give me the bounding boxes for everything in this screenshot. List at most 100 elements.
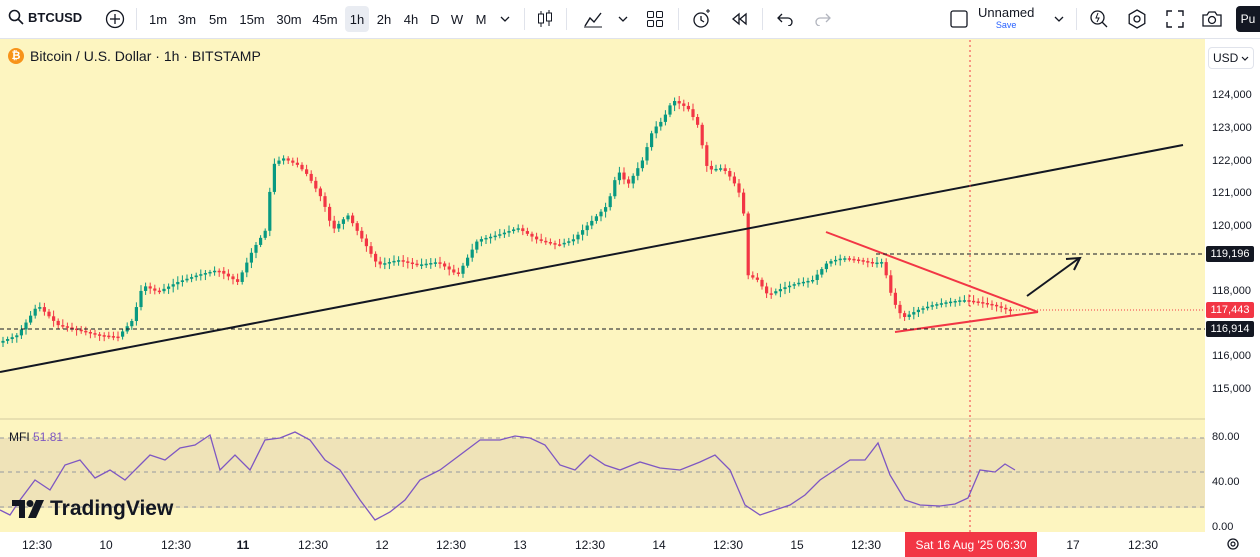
candle-body (401, 260, 405, 262)
chevron-down-icon (500, 16, 510, 22)
candle-body (930, 305, 934, 307)
chart-legend: ₿ Bitcoin / U.S. Dollar · 1h · BITSTAMP (8, 48, 261, 64)
alert-button[interactable] (688, 6, 714, 32)
triangle-upper-line (825, 231, 1039, 313)
interval-30m[interactable]: 30m (276, 11, 302, 27)
candle-body (944, 302, 948, 304)
interval-1h[interactable]: 1h (345, 6, 369, 32)
interval-1m[interactable]: 1m (148, 11, 168, 27)
candle-body (834, 259, 838, 262)
snapshot-button[interactable] (1199, 6, 1225, 32)
candle-body (981, 302, 985, 304)
interval-2h[interactable]: 2h (376, 11, 392, 27)
candle-body (410, 262, 414, 265)
candle-body (56, 320, 60, 326)
candle-body (351, 215, 355, 224)
layouts-button[interactable] (642, 6, 668, 32)
candle-body (962, 300, 966, 302)
candle-body (797, 282, 801, 285)
time-axis-label: 12:30 (297, 538, 329, 552)
layout-name[interactable]: Unnamed Save (978, 6, 1034, 32)
candle-body (783, 287, 787, 290)
candle-body (323, 196, 327, 207)
symbol-search[interactable]: BTCUSD (8, 9, 82, 25)
undo-button[interactable] (772, 6, 798, 32)
candle-body (447, 266, 451, 270)
candle-body (420, 264, 424, 266)
indicators-dropdown[interactable] (614, 6, 632, 32)
candle-body (898, 304, 902, 314)
settings-axis-button[interactable] (1226, 537, 1240, 556)
time-axis-label: 15 (790, 538, 804, 552)
candle-body (755, 277, 759, 280)
candle-body (489, 236, 493, 239)
candle-body (765, 286, 769, 294)
time-axis-label: 12:30 (712, 538, 744, 552)
candle-body (470, 249, 474, 258)
indicators-button[interactable] (580, 6, 606, 32)
candle-body (194, 275, 198, 278)
candle-body (479, 239, 483, 242)
time-axis-label: 10 (99, 538, 113, 552)
candle-body (226, 273, 230, 277)
interval-4h[interactable]: 4h (403, 11, 419, 27)
currency-select[interactable]: USD (1208, 47, 1254, 69)
legend-title: Bitcoin / U.S. Dollar · 1h · BITSTAMP (30, 48, 261, 64)
interval-3m[interactable]: 3m (177, 11, 197, 27)
publish-button[interactable]: Pu (1236, 6, 1260, 32)
candle-body (452, 269, 456, 273)
price-chart[interactable] (0, 39, 1205, 532)
time-axis[interactable] (0, 532, 1260, 557)
candle-body (318, 188, 322, 197)
price-axis-label: 124,000 (1212, 89, 1252, 101)
interval-M[interactable]: M (475, 11, 487, 27)
candle-body (1004, 307, 1008, 310)
candle-body (144, 286, 148, 291)
candle-body (742, 192, 746, 214)
candle-body (521, 228, 525, 232)
candle-body (461, 265, 465, 274)
candle-body (383, 263, 387, 265)
candle-body (65, 326, 69, 328)
candle-body (502, 232, 506, 235)
candle-body (801, 281, 805, 284)
save-label[interactable]: Save (995, 20, 1017, 30)
settings-button[interactable] (1124, 6, 1150, 32)
candle-body (617, 172, 621, 181)
top-toolbar: BTCUSD 1m 3m 5m 15m 30m 45m 1h 2h 4h D W M Unnamed … (0, 0, 1260, 39)
redo-button[interactable] (810, 6, 836, 32)
camera-icon (1202, 11, 1222, 27)
alarm-clock-icon (693, 9, 710, 28)
layout-dropdown[interactable] (1050, 6, 1068, 32)
candle-body (84, 330, 88, 333)
candle-body (935, 304, 939, 306)
candle-body (171, 284, 175, 287)
quick-search-button[interactable] (1086, 6, 1112, 32)
candle-body (309, 173, 313, 181)
candle-body (355, 223, 359, 231)
interval-D[interactable]: D (430, 11, 440, 27)
candle-body (548, 242, 552, 244)
candle-body (15, 335, 19, 338)
candle-body (213, 270, 217, 273)
candle-body (668, 105, 672, 115)
interval-45m[interactable]: 45m (312, 11, 338, 27)
price-tag: 119,196 (1206, 246, 1254, 262)
candle-body (958, 300, 962, 302)
price-axis[interactable] (1205, 39, 1260, 532)
candle-body (650, 133, 654, 148)
candle-body (553, 243, 557, 245)
candle-body (673, 101, 677, 106)
replay-button[interactable] (726, 6, 752, 32)
interval-W[interactable]: W (450, 11, 464, 27)
gear-icon (1227, 538, 1239, 550)
candle-body (10, 337, 14, 340)
select-layout-checkbox[interactable] (946, 6, 972, 32)
candle-body (512, 229, 516, 232)
fullscreen-button[interactable] (1162, 6, 1188, 32)
chart-type-button[interactable] (532, 6, 558, 32)
add-symbol-button[interactable] (102, 6, 128, 32)
interval-5m[interactable]: 5m (208, 11, 228, 27)
interval-15m[interactable]: 15m (239, 11, 265, 27)
interval-dropdown[interactable] (495, 6, 515, 32)
